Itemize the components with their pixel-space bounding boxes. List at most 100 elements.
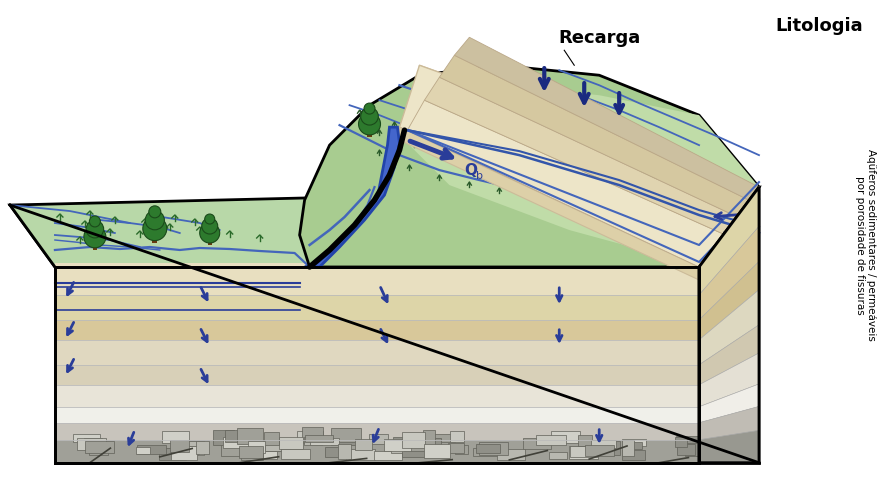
Polygon shape	[399, 65, 759, 267]
Polygon shape	[374, 451, 403, 460]
Bar	[208, 235, 211, 245]
Polygon shape	[265, 432, 279, 445]
Polygon shape	[55, 365, 699, 385]
Circle shape	[480, 145, 499, 165]
Text: Aqüferos sedimentares / permeáveis
por porosidade de fissuras: Aqüferos sedimentares / permeáveis por p…	[855, 149, 877, 341]
Polygon shape	[622, 450, 645, 460]
Polygon shape	[699, 325, 759, 385]
Circle shape	[642, 161, 656, 175]
Polygon shape	[425, 438, 441, 451]
Polygon shape	[55, 320, 699, 340]
Circle shape	[89, 216, 100, 227]
Circle shape	[202, 218, 217, 234]
Polygon shape	[346, 449, 374, 460]
Circle shape	[359, 113, 381, 135]
Bar	[153, 231, 157, 243]
Polygon shape	[569, 446, 597, 457]
Polygon shape	[699, 290, 759, 365]
Polygon shape	[10, 205, 310, 267]
Polygon shape	[248, 441, 265, 453]
Text: b: b	[476, 171, 483, 181]
Circle shape	[481, 140, 497, 156]
Polygon shape	[279, 438, 303, 448]
Circle shape	[581, 168, 597, 184]
Polygon shape	[391, 446, 404, 452]
Polygon shape	[55, 407, 699, 423]
Circle shape	[640, 165, 658, 183]
Circle shape	[579, 173, 599, 193]
Polygon shape	[450, 431, 465, 442]
Polygon shape	[355, 439, 373, 450]
Circle shape	[86, 220, 103, 238]
Polygon shape	[676, 436, 701, 445]
Circle shape	[84, 226, 106, 248]
Polygon shape	[221, 443, 246, 456]
Polygon shape	[55, 263, 310, 267]
Polygon shape	[699, 187, 759, 295]
Text: Litologia: Litologia	[775, 17, 863, 35]
Polygon shape	[305, 435, 333, 443]
Polygon shape	[55, 340, 699, 365]
Polygon shape	[699, 187, 759, 463]
Circle shape	[364, 103, 375, 114]
Polygon shape	[10, 187, 759, 267]
Polygon shape	[324, 447, 339, 456]
Bar	[488, 157, 491, 167]
Bar	[93, 239, 97, 250]
Polygon shape	[162, 431, 189, 443]
Polygon shape	[89, 446, 108, 454]
Polygon shape	[246, 447, 261, 460]
Polygon shape	[339, 444, 351, 459]
Polygon shape	[674, 437, 688, 447]
Polygon shape	[424, 77, 759, 250]
Polygon shape	[55, 440, 699, 463]
Polygon shape	[260, 443, 288, 451]
Polygon shape	[304, 437, 322, 445]
Circle shape	[484, 136, 495, 146]
Circle shape	[584, 164, 595, 174]
Polygon shape	[76, 438, 105, 449]
Bar	[647, 176, 651, 185]
Polygon shape	[496, 449, 525, 460]
Polygon shape	[224, 437, 250, 448]
Polygon shape	[265, 441, 289, 451]
Polygon shape	[174, 441, 199, 454]
Polygon shape	[474, 448, 498, 456]
Polygon shape	[699, 430, 759, 463]
Polygon shape	[439, 55, 759, 227]
Bar	[588, 185, 591, 195]
Polygon shape	[196, 442, 209, 453]
Polygon shape	[432, 434, 455, 443]
Polygon shape	[549, 452, 567, 459]
Polygon shape	[239, 446, 263, 458]
Polygon shape	[393, 438, 405, 453]
Polygon shape	[240, 449, 263, 460]
Polygon shape	[423, 430, 436, 446]
Polygon shape	[176, 445, 197, 455]
Polygon shape	[55, 385, 699, 407]
Polygon shape	[258, 443, 280, 451]
Polygon shape	[699, 406, 759, 440]
Polygon shape	[685, 443, 709, 456]
Polygon shape	[368, 434, 389, 444]
Circle shape	[143, 217, 167, 241]
Polygon shape	[55, 267, 699, 295]
Polygon shape	[300, 65, 759, 267]
Polygon shape	[55, 423, 699, 440]
Polygon shape	[402, 432, 425, 448]
Polygon shape	[475, 444, 500, 453]
Circle shape	[204, 214, 215, 224]
Polygon shape	[159, 447, 187, 460]
Polygon shape	[55, 407, 699, 423]
Text: Q: Q	[465, 163, 477, 178]
Polygon shape	[585, 445, 614, 455]
Polygon shape	[455, 446, 468, 454]
Polygon shape	[171, 446, 196, 460]
Polygon shape	[183, 446, 208, 453]
Bar	[367, 126, 372, 137]
Polygon shape	[83, 438, 102, 445]
Polygon shape	[699, 226, 759, 320]
Polygon shape	[85, 442, 114, 453]
Polygon shape	[604, 442, 620, 454]
Polygon shape	[623, 439, 646, 446]
